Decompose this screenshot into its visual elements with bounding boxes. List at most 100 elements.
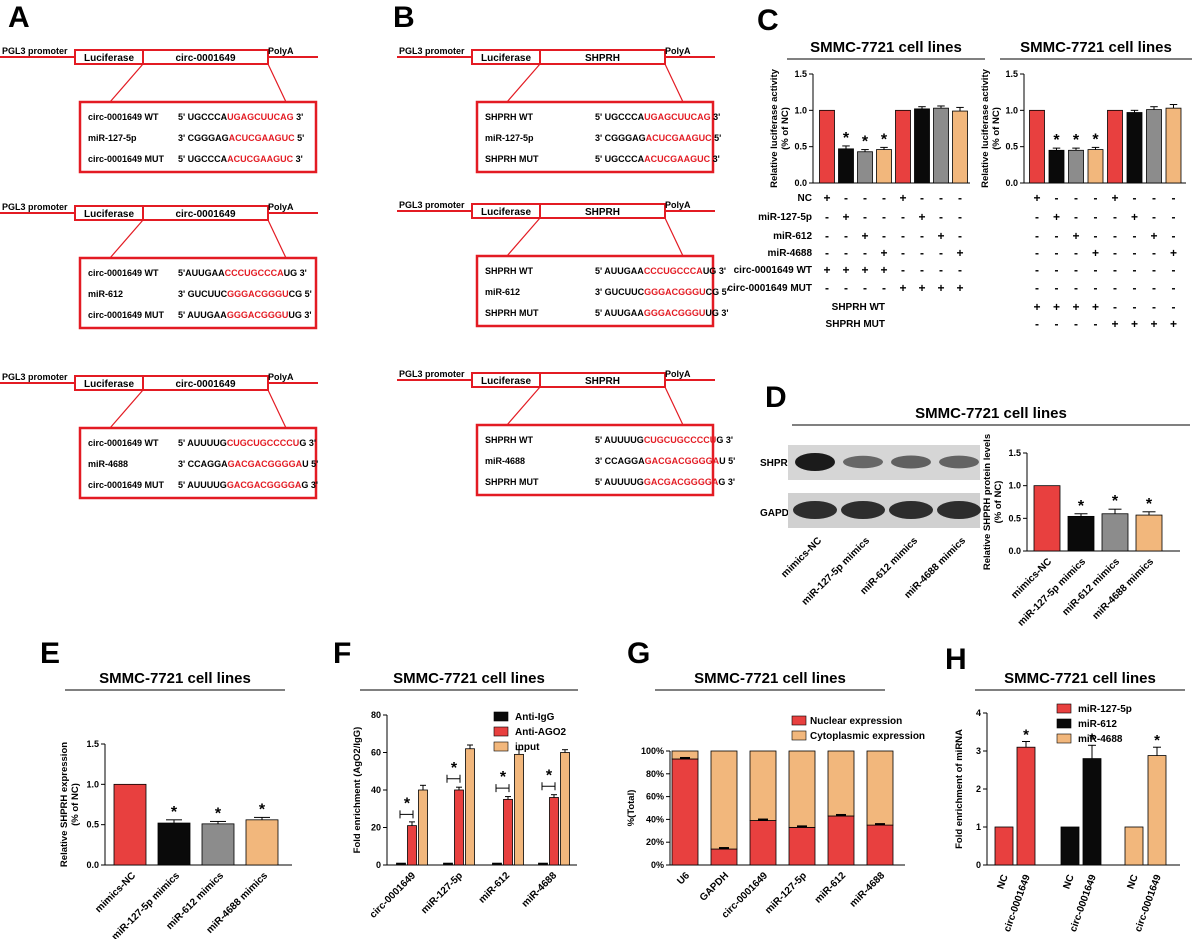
condition-mark: - — [863, 191, 867, 205]
y-tick-label: 100% — [641, 746, 664, 756]
panel-title: SMMC-7721 cell lines — [810, 39, 962, 56]
condition-mark: - — [1074, 263, 1078, 277]
bar — [876, 149, 892, 184]
panel-title: SMMC-7721 cell lines — [1020, 39, 1172, 56]
y-tick-label: 80% — [646, 769, 664, 779]
condition-mark: + — [1033, 300, 1040, 314]
callout-line — [506, 63, 541, 103]
condition-mark: + — [1170, 246, 1177, 260]
blot-band — [891, 455, 931, 469]
y-axis-label: (% of NC) — [993, 481, 1004, 524]
bar — [827, 750, 855, 817]
condition-mark: - — [1094, 229, 1098, 243]
promoter-label: PGL3 promoter — [399, 369, 465, 379]
callout-line — [506, 386, 541, 426]
sequence-flank: UG 3' — [284, 268, 307, 278]
condition-mark: - — [1035, 263, 1039, 277]
insert-label: SHPRH — [585, 53, 620, 64]
sequence-name: SHPRH MUT — [485, 154, 539, 164]
condition-mark: - — [1055, 317, 1059, 331]
condition-mark: - — [1113, 263, 1117, 277]
panel-title: SMMC-7721 cell lines — [1004, 670, 1156, 687]
bar — [788, 750, 816, 828]
condition-mark: - — [882, 191, 886, 205]
sequence-flank: 5' — [712, 133, 722, 143]
condition-mark: - — [1035, 229, 1039, 243]
condition-mark: - — [1094, 263, 1098, 277]
y-tick-label: 0.5 — [1005, 142, 1018, 152]
insert-box — [142, 375, 269, 391]
reporter-label: Luciferase — [481, 53, 531, 64]
panel-letter: B — [393, 1, 415, 34]
significance-star: * — [1092, 131, 1099, 148]
sequence-name: SHPRH MUT — [485, 308, 539, 318]
condition-mark: - — [1113, 229, 1117, 243]
bar — [895, 109, 911, 184]
y-axis-label: (% of NC) — [991, 107, 1002, 150]
condition-mark: - — [882, 210, 886, 224]
condition-mark: - — [863, 246, 867, 260]
y-tick-label: 0.0 — [1005, 178, 1018, 188]
bar — [1165, 107, 1182, 184]
x-tick-label: miR-127-5p — [763, 870, 809, 916]
condition-mark: - — [844, 281, 848, 295]
significance-star: * — [1154, 732, 1160, 749]
sequence-name: SHPRH MUT — [485, 477, 539, 487]
condition-mark: - — [1152, 191, 1156, 205]
condition-label: miR-127-5p — [758, 212, 812, 223]
condition-mark: - — [901, 263, 905, 277]
polya-label: PolyA — [665, 46, 691, 56]
sequence-text: 5' UGCCCAACUCGAAGUC 3' — [178, 154, 303, 164]
legend-label: miR-4688 — [1078, 734, 1123, 745]
condition-mark: - — [882, 281, 886, 295]
condition-mark: + — [823, 191, 830, 205]
condition-mark: - — [920, 263, 924, 277]
sequence-text: 5' UGCCCAUGAGCUUCAG 3' — [595, 112, 720, 122]
condition-label: SHPRH WT — [832, 302, 885, 313]
bar — [492, 862, 502, 866]
bar — [1087, 149, 1104, 184]
condition-mark: - — [1152, 246, 1156, 260]
legend-swatch — [493, 741, 509, 752]
sequence-flank: 3' CGGGAG — [595, 133, 646, 143]
condition-mark: + — [1072, 229, 1079, 243]
condition-mark: - — [1113, 246, 1117, 260]
condition-mark: + — [1111, 317, 1118, 331]
y-tick-label: 0.0 — [86, 860, 99, 870]
sequence-seed: GACGACGGGGA — [228, 459, 303, 469]
bar — [710, 848, 738, 866]
y-axis-label: Relative luciferase activity — [980, 68, 991, 188]
promoter-label: PGL3 promoter — [2, 46, 68, 56]
sequence-seed: ACUCGAAGUC — [646, 133, 712, 143]
callout-line — [267, 63, 287, 103]
sequence-flank: U 5' — [719, 456, 735, 466]
condition-mark: - — [1172, 263, 1176, 277]
condition-mark: - — [1074, 317, 1078, 331]
bar — [838, 148, 854, 184]
significance-star: * — [1023, 727, 1029, 744]
condition-mark: - — [863, 210, 867, 224]
condition-mark: - — [1074, 246, 1078, 260]
condition-mark: - — [901, 210, 905, 224]
sequence-seed: GGGACGGGU — [644, 308, 706, 318]
legend-swatch — [791, 715, 807, 726]
condition-mark: - — [1035, 246, 1039, 260]
condition-mark: - — [1055, 246, 1059, 260]
sequence-name: circ-0001649 WT — [88, 438, 159, 448]
condition-mark: - — [825, 229, 829, 243]
significance-star: * — [404, 795, 411, 812]
bar — [454, 789, 464, 866]
legend-swatch — [493, 711, 509, 722]
condition-mark: - — [844, 229, 848, 243]
x-tick-label: miR-612 mimics — [1060, 556, 1122, 618]
sequence-flank: 5' AUUGAA — [595, 308, 644, 318]
x-tick-label: mimics-NC — [779, 535, 824, 580]
y-axis-label: Relative SHPRH protein levels — [982, 434, 993, 570]
blot-label: GAPDH — [760, 508, 796, 519]
condition-mark: - — [1152, 281, 1156, 295]
legend-label: miR-127-5p — [1078, 704, 1132, 715]
condition-label: NC — [798, 193, 812, 204]
sequence-flank: 5'AUUGAA — [178, 268, 225, 278]
condition-mark: + — [861, 229, 868, 243]
